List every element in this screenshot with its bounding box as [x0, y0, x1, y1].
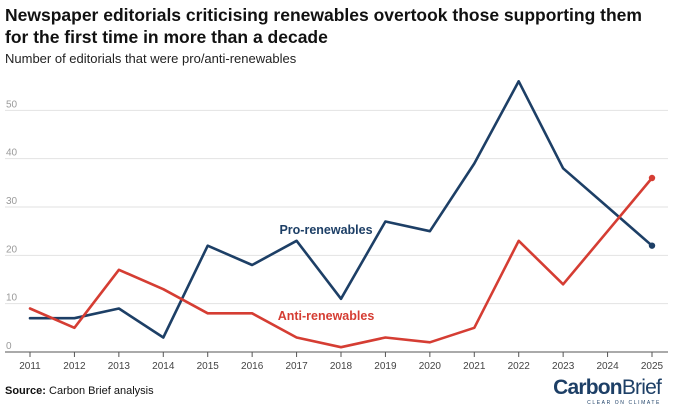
logo-carbon: Carbon	[553, 376, 622, 399]
y-tick-label-30: 30	[6, 196, 18, 207]
carbon-brief-logo: CarbonBrief CLEAR ON CLIMATE	[553, 376, 662, 407]
x-tick-label-2023: 2023	[552, 361, 575, 372]
logo-tagline: CLEAR ON CLIMATE	[587, 400, 661, 406]
x-axis-ticks: 2011 2012 2013 2014 2015 2016 2017 2018 2019 2020…	[19, 352, 664, 372]
x-tick-label-2014: 2014	[152, 361, 175, 372]
x-tick-label-2012: 2012	[63, 361, 86, 372]
logo-brief: Brief	[621, 376, 662, 399]
y-tick-label-10: 10	[6, 293, 18, 304]
y-tick-label-50: 50	[6, 99, 18, 110]
series-label-pro: Pro-renewables	[279, 223, 372, 237]
x-tick-label-2022: 2022	[508, 361, 531, 372]
pro-renewables-line	[28, 80, 654, 339]
y-tick-label-40: 40	[6, 148, 18, 159]
x-tick-label-2017: 2017	[285, 361, 308, 372]
x-tick-label-2021: 2021	[463, 361, 486, 372]
source-label: Source:	[5, 385, 46, 397]
x-tick-label-2013: 2013	[108, 361, 131, 372]
source-text: Carbon Brief analysis	[49, 385, 154, 397]
x-tick-label-2016: 2016	[241, 361, 264, 372]
x-tick-label-2019: 2019	[374, 361, 397, 372]
chart-subtitle: Number of editorials that were pro/anti-…	[5, 51, 297, 66]
y-axis-ticks: 0 10 20 30 40 50	[6, 99, 18, 352]
series-lines	[28, 80, 656, 349]
source-note: Source: Carbon Brief analysis	[5, 385, 154, 397]
x-tick-label-2018: 2018	[330, 361, 353, 372]
series-label-anti: Anti-renewables	[278, 309, 375, 323]
anti-renewables-end-point	[648, 174, 656, 182]
chart-title: Newspaper editorials criticising renewab…	[5, 5, 642, 47]
x-tick-label-2015: 2015	[197, 361, 220, 372]
y-tick-label-20: 20	[6, 244, 18, 255]
x-tick-label-2024: 2024	[596, 361, 619, 372]
anti-renewables-line	[28, 176, 654, 349]
x-tick-label-2025: 2025	[641, 361, 664, 372]
y-tick-label-0: 0	[6, 341, 12, 352]
pro-renewables-end-point	[648, 242, 656, 249]
x-tick-label-2011: 2011	[19, 361, 41, 372]
x-tick-label-2020: 2020	[419, 361, 442, 372]
